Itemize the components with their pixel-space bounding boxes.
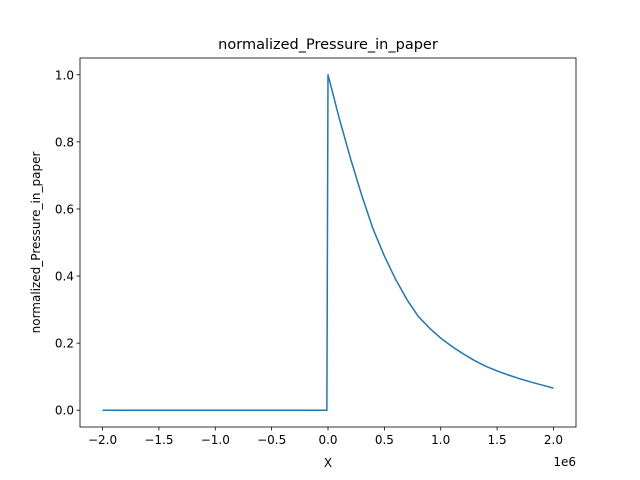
x-axis-offset-label: 1e6 [553,455,576,469]
x-tick-label: −1.5 [144,433,173,447]
x-axis: −2.0 −1.5 −1.0 −0.5 0.0 0.5 1.0 1.5 2.0 [88,427,563,447]
y-tick-label: 1.0 [55,68,74,82]
y-tick-label: 0.4 [55,270,74,284]
y-tick-label: 0.0 [55,404,74,418]
y-axis-label: normalized_Pressure_in_paper [29,152,43,334]
x-tick-label: 1.5 [488,433,507,447]
x-tick-label: 0.5 [375,433,394,447]
x-tick-label: 0.0 [318,433,337,447]
x-tick-label: −0.5 [257,433,286,447]
y-axis: 0.0 0.2 0.4 0.6 0.8 1.0 [55,68,80,418]
x-tick-label: −2.0 [88,433,117,447]
y-tick-label: 0.6 [55,202,74,216]
series-line [102,74,554,411]
chart-title: normalized_Pressure_in_paper [218,37,438,53]
x-tick-label: 2.0 [544,433,563,447]
x-axis-label: X [324,456,332,470]
plot-area [102,74,554,411]
y-tick-label: 0.8 [55,135,74,149]
y-tick-label: 0.2 [55,337,74,351]
x-tick-label: 1.0 [431,433,450,447]
x-tick-label: −1.0 [201,433,230,447]
